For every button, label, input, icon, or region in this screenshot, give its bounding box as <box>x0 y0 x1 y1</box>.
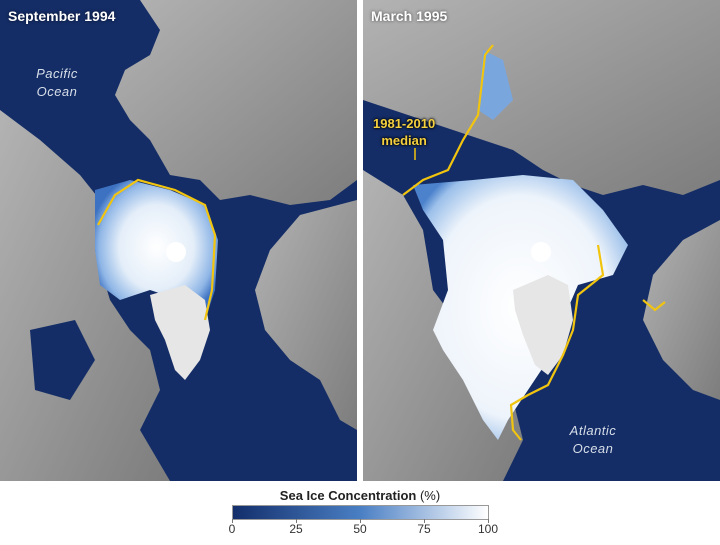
pacific-label-line2: Ocean <box>36 84 78 99</box>
pole-hole <box>166 242 186 262</box>
atlantic-label-line1: Atlantic <box>569 423 617 438</box>
median-line-pacific <box>402 44 494 196</box>
legend-color-bar <box>232 505 489 520</box>
sea-ice-baltic <box>478 50 513 120</box>
landmass-eurasia <box>363 0 720 195</box>
legend-tick-label: 75 <box>417 522 431 536</box>
hudson-bay <box>30 320 95 400</box>
legend-unit: (%) <box>419 488 441 503</box>
legend-tick <box>424 519 425 523</box>
atlantic-ocean-label: Atlantic Ocean <box>553 422 633 458</box>
pole-hole <box>531 242 551 262</box>
map-graphic-right <box>363 0 720 481</box>
landmass-europe <box>255 200 357 430</box>
median-line-barents <box>642 299 666 312</box>
panel-title-right: March 1995 <box>371 8 448 24</box>
legend-tick-label: 50 <box>353 522 367 536</box>
legend-tick <box>360 519 361 523</box>
median-line-atlantic <box>509 244 605 441</box>
landmass-europe <box>643 220 720 400</box>
legend-ticks <box>232 519 489 524</box>
legend-tick-label: 0 <box>228 522 236 536</box>
legend-title: Sea Ice Concentration (%) <box>0 488 720 503</box>
median-label-line2: median <box>381 133 427 148</box>
greenland <box>513 275 573 375</box>
map-march-1995: March 1995 1981-2010 median Atlantic Oce… <box>363 0 720 481</box>
panel-title-left: September 1994 <box>8 8 116 24</box>
median-label: 1981-2010 median <box>373 115 435 149</box>
legend-title-text: Sea Ice Concentration <box>279 488 417 503</box>
greenland <box>150 285 210 380</box>
legend-tick <box>296 519 297 523</box>
atlantic-label-line2: Ocean <box>572 441 614 456</box>
sea-ice-extent <box>95 180 218 320</box>
map-graphic-left <box>0 0 357 481</box>
landmass-eurasia <box>115 0 357 205</box>
pacific-label-line1: Pacific <box>36 66 78 81</box>
legend-tick-label: 100 <box>477 522 499 536</box>
map-september-1994: September 1994 Pacific Ocean <box>0 0 357 481</box>
pacific-ocean-label: Pacific Ocean <box>22 65 92 101</box>
legend-tick-label: 25 <box>289 522 303 536</box>
median-label-line1: 1981-2010 <box>373 116 436 131</box>
median-line-left <box>97 178 217 321</box>
legend-tick <box>488 519 489 523</box>
legend-tick <box>232 519 233 523</box>
